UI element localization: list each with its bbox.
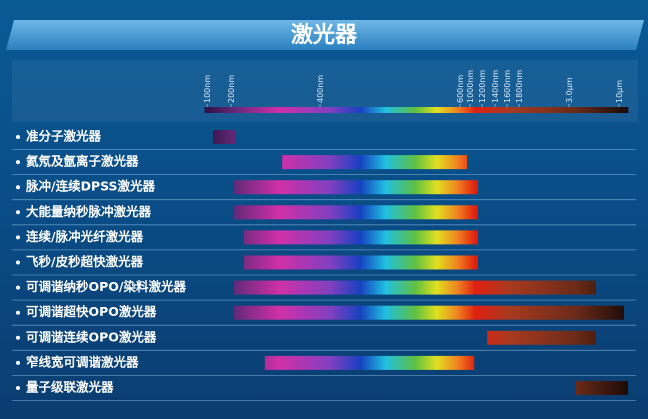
axis-spectrum bbox=[204, 107, 629, 113]
x-tick-label: 1000nm bbox=[466, 70, 475, 103]
category-label: 窄线宽可调谐激光器 bbox=[26, 354, 139, 369]
bullet bbox=[16, 285, 20, 290]
title-banner bbox=[6, 20, 644, 50]
range-bar bbox=[487, 330, 596, 345]
category-label: 量子级联激光器 bbox=[26, 380, 114, 395]
x-tick-label: 10μm bbox=[615, 80, 624, 103]
bullet bbox=[16, 210, 20, 215]
range-bar bbox=[234, 305, 625, 320]
x-tick-label: 1200nm bbox=[478, 70, 487, 103]
bullet bbox=[16, 335, 20, 340]
range-bar bbox=[234, 180, 478, 195]
range-bar bbox=[213, 130, 236, 144]
range-bar bbox=[234, 280, 597, 295]
bullet bbox=[16, 360, 20, 365]
bullet bbox=[16, 386, 20, 390]
category-label: 准分子激光器 bbox=[26, 129, 102, 144]
bullet bbox=[16, 185, 20, 190]
category-label: 可调谐连续OPO激光器 bbox=[26, 329, 157, 344]
x-tick-label: 600nm bbox=[456, 75, 465, 103]
x-tick-label: 400nm bbox=[316, 75, 325, 103]
range-bar bbox=[243, 230, 478, 245]
bullet bbox=[16, 310, 20, 315]
x-tick-label: 1600nm bbox=[503, 70, 512, 103]
range-bar bbox=[234, 205, 478, 220]
category-label: 可调谐超快OPO激光器 bbox=[26, 304, 157, 319]
bullet bbox=[16, 235, 20, 240]
category-label: 氦氖及氩离子激光器 bbox=[26, 154, 139, 169]
x-tick-label: 100nm bbox=[203, 75, 212, 103]
range-bar bbox=[282, 155, 467, 170]
x-tick-label: 3.0μm bbox=[565, 77, 574, 103]
category-label: 可调谐纳秒OPO/染料激光器 bbox=[26, 279, 186, 294]
bullet bbox=[16, 160, 20, 165]
bullet bbox=[16, 135, 20, 139]
category-label: 大能量纳秒脉冲激光器 bbox=[26, 204, 152, 219]
range-bar bbox=[243, 255, 478, 270]
category-label: 飞秒/皮秒超快激光器 bbox=[26, 254, 144, 269]
category-label: 连续/脉冲光纤激光器 bbox=[26, 229, 144, 244]
range-bar bbox=[576, 381, 628, 395]
plot: 100nm 200nm 400nm 600nm 1000nm 1200nm 1400nm 16… bbox=[12, 70, 636, 401]
category-label: 脉冲/连续DPSS激光器 bbox=[25, 179, 156, 194]
chart-title: 激光器 bbox=[291, 22, 358, 48]
bullet bbox=[16, 260, 20, 265]
range-bar bbox=[264, 355, 475, 370]
x-tick-label: 1800nm bbox=[515, 70, 524, 103]
x-tick-label: 200nm bbox=[227, 75, 236, 103]
x-tick-label: 1400nm bbox=[491, 70, 500, 103]
